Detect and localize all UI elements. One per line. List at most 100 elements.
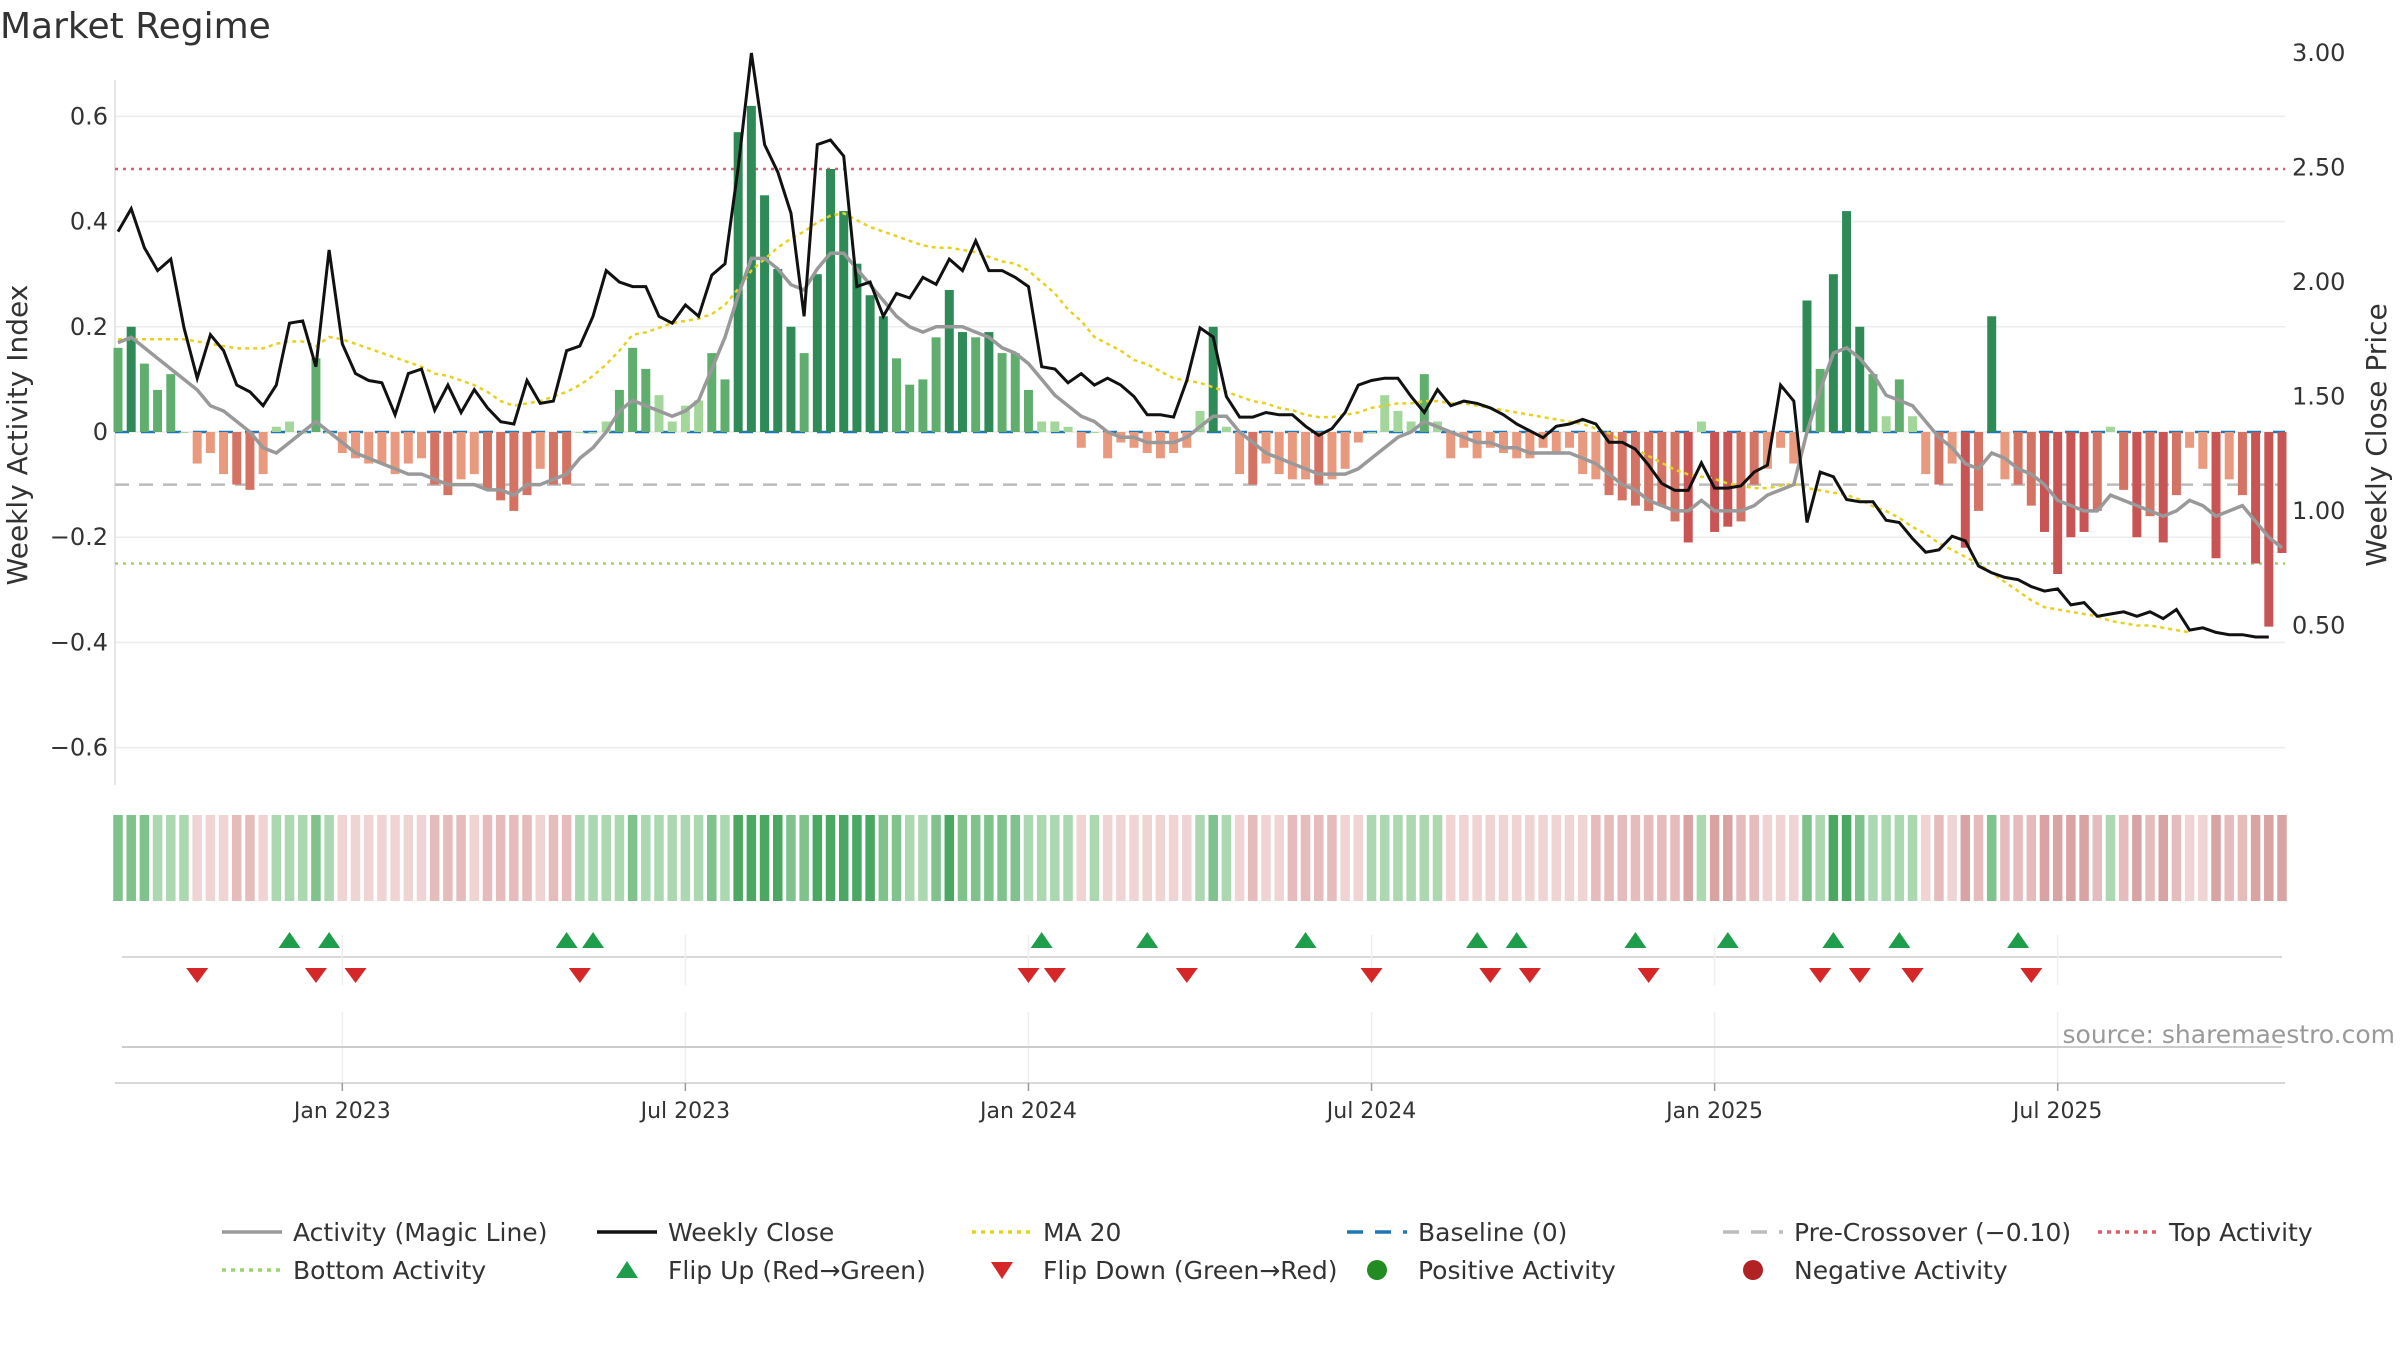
activity-bar bbox=[126, 326, 136, 432]
activity-bar bbox=[931, 337, 941, 432]
regime-cell bbox=[205, 815, 216, 901]
source-text: source: sharemaestro.com bbox=[2063, 1020, 2396, 1049]
regime-cell bbox=[825, 815, 836, 901]
regime-cell bbox=[1775, 815, 1786, 901]
legend-item: Top Activity bbox=[2098, 1218, 2313, 1247]
right-axis: 3.00 2.50 2.00 1.50 1.00 0.50 bbox=[2292, 39, 2345, 640]
activity-bar bbox=[1696, 421, 1706, 432]
regime-cell bbox=[284, 815, 295, 901]
activity-bar bbox=[1538, 432, 1548, 448]
left-axis: 0.6 0.4 0.2 0 −0.2 −0.4 −0.6 bbox=[50, 102, 108, 761]
activity-bar bbox=[2171, 432, 2181, 496]
flip-up-marker bbox=[1136, 932, 1159, 948]
y-right-tick-label: 2.00 bbox=[2292, 268, 2345, 296]
regime-cell bbox=[1234, 815, 1245, 901]
regime-cell bbox=[1973, 815, 1984, 901]
legend-label: Positive Activity bbox=[1418, 1256, 1616, 1285]
flip-up-marker bbox=[1624, 932, 1647, 948]
regime-cell bbox=[1023, 815, 1034, 901]
regime-cell bbox=[1353, 815, 1364, 901]
activity-bar bbox=[2066, 432, 2076, 538]
regime-cell bbox=[680, 815, 691, 901]
activity-bar bbox=[1855, 326, 1865, 432]
regime-cell bbox=[2224, 815, 2234, 901]
regime-cell bbox=[773, 815, 783, 901]
regime-cell bbox=[1432, 815, 1443, 901]
activity-bar bbox=[1960, 432, 1970, 548]
activity-bar bbox=[245, 432, 255, 490]
legend-label: MA 20 bbox=[1043, 1218, 1121, 1247]
x-tick-label: Jul 2023 bbox=[639, 1099, 731, 1124]
activity-bar bbox=[826, 169, 836, 432]
regime-cell bbox=[2039, 815, 2050, 901]
regime-cell bbox=[1749, 815, 1759, 901]
activity-bar bbox=[1248, 432, 1258, 485]
legend-item: Flip Down (Green→Red) bbox=[991, 1256, 1338, 1285]
activity-bar bbox=[1670, 432, 1680, 522]
activity-bar bbox=[958, 332, 967, 432]
activity-bar bbox=[1776, 432, 1786, 448]
flip-markers-panel bbox=[122, 932, 2282, 985]
regime-cell bbox=[904, 815, 915, 901]
x-tick-label: Jul 2025 bbox=[2011, 1099, 2103, 1124]
regime-cell bbox=[1050, 815, 1060, 901]
activity-bar bbox=[377, 432, 387, 464]
regime-cell bbox=[1657, 815, 1667, 901]
regime-cell bbox=[984, 815, 994, 901]
regime-cell bbox=[852, 815, 862, 901]
regime-cell bbox=[575, 815, 585, 901]
regime-cell bbox=[1261, 815, 1271, 901]
activity-bar bbox=[2000, 432, 2010, 480]
regime-cell bbox=[377, 815, 387, 901]
regime-cell bbox=[1419, 815, 1430, 901]
regime-cell bbox=[1907, 815, 1918, 901]
legend-swatch bbox=[1367, 1260, 1387, 1280]
regime-cell bbox=[1841, 815, 1852, 901]
activity-bar bbox=[1221, 426, 1231, 432]
x-axis: Jan 2023 Jul 2023 Jan 2024 Jul 2024 Jan 2025… bbox=[115, 1082, 2285, 1124]
regime-cell bbox=[1617, 815, 1627, 901]
regime-cell bbox=[416, 815, 427, 901]
activity-bar bbox=[1842, 211, 1852, 432]
activity-bar bbox=[1287, 432, 1297, 480]
activity-bar bbox=[1103, 432, 1113, 459]
ma20-line bbox=[118, 211, 2190, 634]
activity-bar bbox=[1591, 432, 1601, 480]
bottom-panel bbox=[122, 1012, 2282, 1082]
regime-cell bbox=[2211, 815, 2221, 901]
y-left-tick-label: 0.6 bbox=[70, 102, 108, 130]
activity-bar bbox=[2277, 432, 2287, 553]
regime-cell bbox=[1643, 815, 1654, 901]
regime-cell bbox=[957, 815, 968, 901]
activity-bar bbox=[997, 353, 1007, 432]
regime-cell bbox=[1379, 815, 1390, 901]
activity-bar bbox=[2013, 432, 2023, 485]
activity-bar bbox=[773, 268, 783, 432]
y-right-tick-label: 3.00 bbox=[2292, 39, 2345, 67]
activity-bar bbox=[1881, 416, 1891, 432]
flip-up-marker bbox=[1716, 932, 1739, 948]
regime-cell bbox=[1063, 815, 1073, 901]
legend-label: Top Activity bbox=[2168, 1218, 2313, 1247]
regime-cell bbox=[2250, 815, 2261, 901]
regime-cell bbox=[1920, 815, 1931, 901]
activity-bar bbox=[1076, 432, 1086, 448]
regime-cell bbox=[2026, 815, 2037, 901]
activity-bar bbox=[1010, 353, 1020, 432]
regime-cell bbox=[2066, 815, 2076, 901]
regime-cell bbox=[1129, 815, 1139, 901]
activity-bar bbox=[430, 432, 440, 485]
activity-bar bbox=[2264, 432, 2274, 627]
legend-item: Flip Up (Red→Green) bbox=[616, 1256, 926, 1285]
magic-line bbox=[117, 251, 2284, 550]
regime-cell bbox=[693, 815, 704, 901]
activity-bar bbox=[1512, 432, 1522, 459]
series-lines bbox=[116, 52, 2284, 639]
activity-bar bbox=[680, 405, 690, 432]
activity-bar bbox=[2211, 432, 2221, 559]
activity-bar bbox=[2251, 432, 2261, 564]
regime-cell bbox=[970, 815, 981, 901]
regime-cell bbox=[786, 815, 796, 901]
activity-bar bbox=[232, 432, 242, 485]
activity-bar bbox=[852, 263, 862, 432]
